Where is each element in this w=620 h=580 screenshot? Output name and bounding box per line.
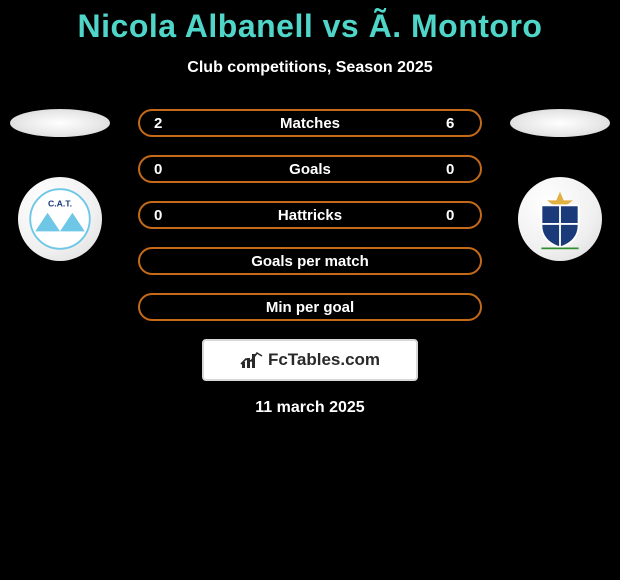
brand-chart-icon — [240, 350, 264, 370]
stat-label-gpm: Goals per match — [140, 253, 480, 270]
stat-label-hattricks: Hattricks — [140, 207, 480, 224]
brand-text: FcTables.com — [268, 350, 380, 370]
stat-rows: 2 Matches 6 0 Goals 0 0 Hattricks 0 Goal… — [138, 109, 482, 321]
page-subtitle: Club competitions, Season 2025 — [0, 59, 620, 77]
player-right-column — [510, 109, 610, 261]
stat-row-mpg: Min per goal — [138, 293, 482, 321]
player-left-column: C.A.T. — [10, 109, 110, 261]
stat-row-hattricks: 0 Hattricks 0 — [138, 201, 482, 229]
stats-area: C.A.T. 2 Matches — [0, 109, 620, 417]
club-left-badge: C.A.T. — [18, 177, 102, 261]
date-text: 11 march 2025 — [0, 399, 620, 417]
club-left-crest-icon: C.A.T. — [29, 188, 91, 250]
club-right-badge — [518, 177, 602, 261]
stat-label-mpg: Min per goal — [140, 299, 480, 316]
brand-box: FcTables.com — [202, 339, 418, 381]
stat-row-matches: 2 Matches 6 — [138, 109, 482, 137]
club-right-crest-icon — [529, 188, 591, 250]
stat-row-gpm: Goals per match — [138, 247, 482, 275]
stat-label-goals: Goals — [140, 161, 480, 178]
stat-label-matches: Matches — [140, 115, 480, 132]
page-title: Nicola Albanell vs Ã. Montoro — [0, 0, 620, 45]
player-right-ellipse — [510, 109, 610, 137]
svg-text:C.A.T.: C.A.T. — [48, 199, 72, 209]
player-left-ellipse — [10, 109, 110, 137]
stat-row-goals: 0 Goals 0 — [138, 155, 482, 183]
